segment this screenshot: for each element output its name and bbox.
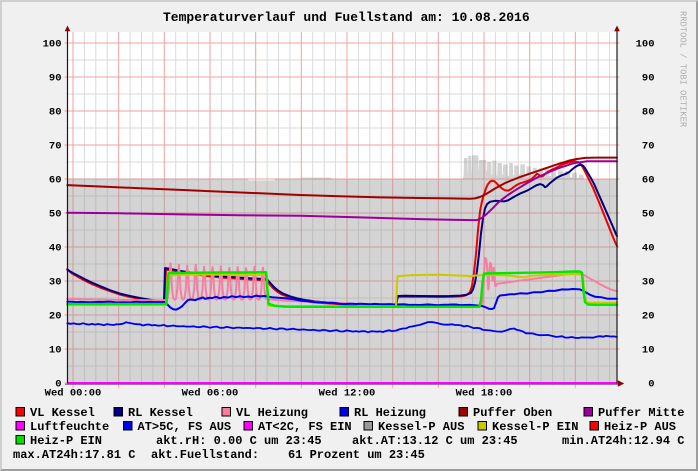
svg-text:RRDTOOL / TOBI OETIKER: RRDTOOL / TOBI OETIKER <box>678 11 688 128</box>
svg-text:0: 0 <box>648 379 654 391</box>
svg-text:Heiz-P EIN: Heiz-P EIN <box>30 434 102 448</box>
svg-text:Kessel-P AUS: Kessel-P AUS <box>378 420 464 434</box>
svg-text:Wed 00:00: Wed 00:00 <box>45 388 102 400</box>
svg-text:90: 90 <box>49 73 62 85</box>
svg-text:60: 60 <box>642 175 655 187</box>
svg-text:VL Heizung: VL Heizung <box>236 406 308 420</box>
svg-text:50: 50 <box>642 209 655 221</box>
svg-text:80: 80 <box>642 107 655 119</box>
svg-text:20: 20 <box>642 311 655 323</box>
svg-text:AT>5C, FS AUS: AT>5C, FS AUS <box>138 420 232 434</box>
svg-text:70: 70 <box>642 141 655 153</box>
svg-text:Heiz-P AUS: Heiz-P AUS <box>604 420 676 434</box>
svg-text:100: 100 <box>636 39 655 51</box>
svg-text:akt.Fuellstand:: akt.Fuellstand: <box>151 448 259 462</box>
svg-text:90: 90 <box>642 73 655 85</box>
svg-text:akt.AT:13.12 C um 23:45: akt.AT:13.12 C um 23:45 <box>352 434 518 448</box>
svg-text:Puffer Mitte: Puffer Mitte <box>598 406 684 420</box>
svg-text:10: 10 <box>49 345 62 357</box>
svg-text:Temperaturverlauf und Fuellsta: Temperaturverlauf und Fuellstand am: 10.… <box>163 10 530 25</box>
svg-text:Wed 12:00: Wed 12:00 <box>319 388 376 400</box>
svg-text:Wed 18:00: Wed 18:00 <box>456 388 513 400</box>
svg-text:Wed 06:00: Wed 06:00 <box>182 388 239 400</box>
svg-text:10: 10 <box>642 345 655 357</box>
svg-text:100: 100 <box>43 39 62 51</box>
svg-text:20: 20 <box>49 311 62 323</box>
svg-text:akt.rH: 0.00 C um 23:45: akt.rH: 0.00 C um 23:45 <box>156 434 322 448</box>
svg-text:AT<2C, FS EIN: AT<2C, FS EIN <box>258 420 352 434</box>
svg-text:40: 40 <box>642 243 655 255</box>
svg-text:50: 50 <box>49 209 62 221</box>
svg-text:VL Kessel: VL Kessel <box>30 406 95 420</box>
svg-text:40: 40 <box>49 243 62 255</box>
svg-text:30: 30 <box>642 277 655 289</box>
svg-text:RL Kessel: RL Kessel <box>128 406 193 420</box>
svg-text:Luftfeuchte: Luftfeuchte <box>30 420 109 434</box>
svg-text:61 Prozent um 23:45: 61 Prozent um 23:45 <box>288 448 425 462</box>
svg-text:max.AT24h:17.81 C: max.AT24h:17.81 C <box>13 448 135 462</box>
svg-text:RL Heizung: RL Heizung <box>354 406 426 420</box>
svg-text:Puffer Oben: Puffer Oben <box>473 406 552 420</box>
svg-text:Kessel-P EIN: Kessel-P EIN <box>492 420 578 434</box>
svg-text:60: 60 <box>49 175 62 187</box>
svg-text:70: 70 <box>49 141 62 153</box>
svg-text:min.AT24h:12.94 C: min.AT24h:12.94 C <box>562 434 684 448</box>
svg-text:30: 30 <box>49 277 62 289</box>
svg-text:80: 80 <box>49 107 62 119</box>
svg-text:0: 0 <box>55 379 61 391</box>
